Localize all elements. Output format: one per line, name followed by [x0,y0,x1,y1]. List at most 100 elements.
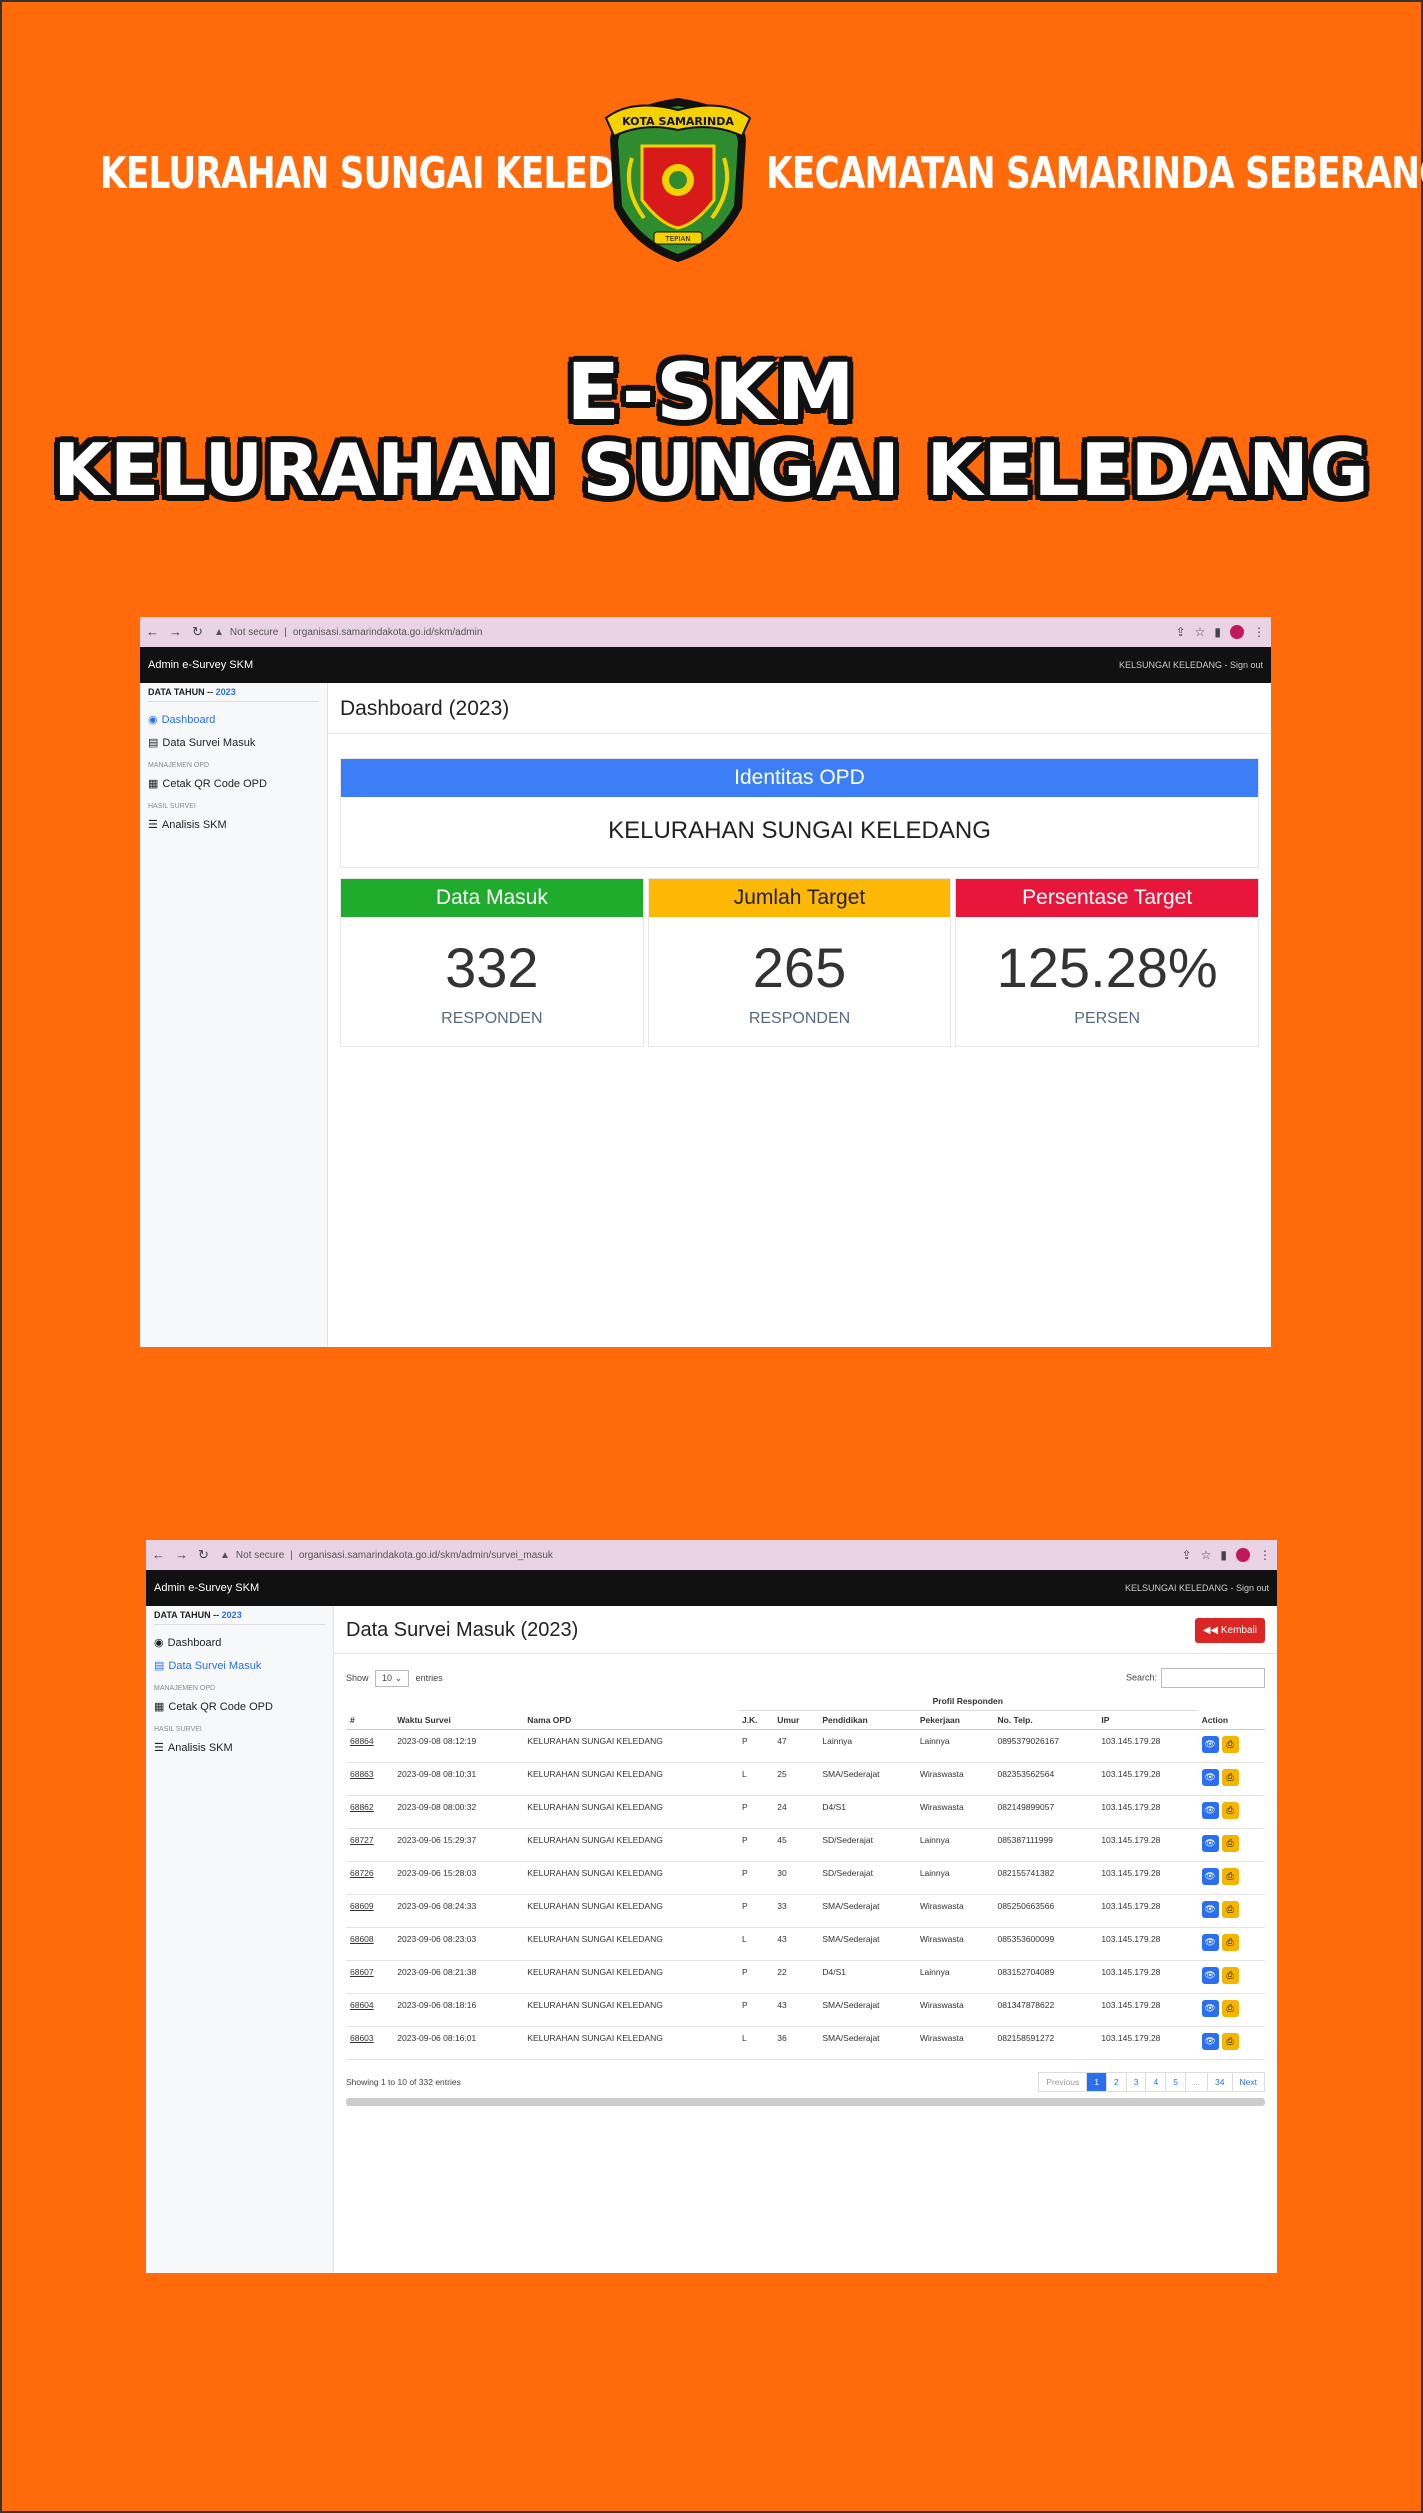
row-id-link[interactable]: 68608 [346,1927,394,1961]
app-name[interactable]: Admin e-Survey SKM [148,659,254,671]
sidebar: DATA TAHUN -- 2023 ◉ Dashboard ▤ Data Surv… [146,1606,334,2273]
table-cell: Wiraswasta [915,1762,994,1796]
profile-avatar[interactable] [1236,1548,1250,1562]
sidepanel-icon[interactable]: ▮ [1214,625,1221,639]
view-icon[interactable]: 👁 [1201,1967,1219,1984]
view-icon[interactable]: 👁 [1201,2033,1219,2050]
row-id-link[interactable]: 68603 [346,2026,394,2060]
sidebar-item-dashboard[interactable]: ◉ Dashboard [148,713,216,727]
view-icon[interactable]: 👁 [1201,1835,1219,1852]
column-header[interactable]: # [346,1710,394,1730]
view-icon[interactable]: 👁 [1201,1736,1219,1753]
print-icon[interactable]: ⎙ [1221,2000,1239,2017]
view-icon[interactable]: 👁 [1201,1934,1219,1951]
action-cell: 👁 ⎙ [1197,2026,1265,2060]
page-link[interactable]: 34 [1207,2073,1231,2091]
row-id-link[interactable]: 68609 [346,1894,394,1928]
address-bar[interactable]: organisasi.samarindakota.go.id/skm/admin… [298,1549,553,1561]
reload-icon[interactable]: ↻ [198,1547,209,1562]
address-bar[interactable]: organisasi.samarindakota.go.id/skm/admin [292,626,483,638]
table-cell: 103.145.179.28 [1097,1828,1198,1862]
sidebar-item-qr[interactable]: ▦ Cetak QR Code OPD [148,777,267,791]
star-icon[interactable]: ☆ [1200,1548,1212,1562]
sidebar-item-data-survei[interactable]: ▤ Data Survei Masuk [154,1659,262,1673]
column-header[interactable]: Umur [773,1710,819,1730]
page-link[interactable]: 3 [1125,2073,1146,2091]
share-icon[interactable]: ⇪ [1181,1548,1192,1562]
user-signout[interactable]: KELSUNGAI KELEDANG - Sign out [1118,660,1263,670]
kembali-button[interactable]: ◀◀ Kembali [1194,1618,1265,1643]
print-icon[interactable]: ⎙ [1221,1736,1239,1753]
row-id-link[interactable]: 68604 [346,1993,394,2027]
search-input[interactable] [1161,1668,1265,1688]
menu-icon[interactable]: ⋮ [1253,625,1265,639]
back-icon[interactable]: ← [152,1547,165,1562]
column-header[interactable]: Action [1197,1710,1265,1730]
year-selector[interactable]: DATA TAHUN -- 2023 [148,687,319,702]
dashboard-window: ← → ↻ ▲ Not secure | organisasi.samarindak… [140,617,1271,1347]
print-icon[interactable]: ⎙ [1221,1868,1239,1885]
print-icon[interactable]: ⎙ [1221,1901,1239,1918]
print-icon[interactable]: ⎙ [1221,1769,1239,1786]
user-signout[interactable]: KELSUNGAI KELEDANG - Sign out [1124,1583,1269,1593]
back-icon[interactable]: ← [146,624,159,639]
profile-avatar[interactable] [1230,625,1244,639]
page-link[interactable]: 5 [1165,2073,1185,2091]
table-row: 68604 2023-09-06 08:18:16 KELURAHAN SUNGAI… [346,1993,1265,2027]
table-cell: 083152704089 [993,1960,1098,1994]
column-header[interactable]: IP [1097,1710,1198,1730]
row-id-link[interactable]: 68607 [346,1960,394,1994]
row-id-link[interactable]: 68864 [346,1729,394,1763]
page-link[interactable]: 1 [1086,2073,1107,2091]
table-cell: KELURAHAN SUNGAI KELEDANG [523,1960,738,1994]
column-header[interactable]: Nama OPD [523,1710,738,1730]
rewind-icon: ◀◀ [1202,1625,1219,1636]
page-link[interactable]: 2 [1106,2073,1126,2091]
view-icon[interactable]: 👁 [1201,1868,1219,1885]
column-header[interactable]: No. Telp. [993,1710,1098,1730]
card-header: Jumlah Target [648,879,951,917]
table-cell: 30 [773,1861,819,1895]
reload-icon[interactable]: ↻ [192,624,203,639]
row-id-link[interactable]: 68727 [346,1828,394,1862]
row-id-link[interactable]: 68863 [346,1762,394,1796]
page-link[interactable]: ... [1184,2073,1207,2091]
print-icon[interactable]: ⎙ [1221,1835,1239,1852]
year-selector[interactable]: DATA TAHUN -- 2023 [154,1610,325,1625]
column-header[interactable]: Waktu Survei [393,1710,524,1730]
sidebar-item-analisis[interactable]: ☰ Analisis SKM [154,1741,233,1755]
row-id-link[interactable]: 68726 [346,1861,394,1895]
star-icon[interactable]: ☆ [1194,625,1206,639]
forward-icon[interactable]: → [175,1547,188,1562]
print-icon[interactable]: ⎙ [1221,1934,1239,1951]
page-link[interactable]: 4 [1145,2073,1165,2091]
row-id-link[interactable]: 68862 [346,1795,394,1829]
page-link[interactable]: Next [1231,2073,1264,2091]
print-icon[interactable]: ⎙ [1221,1802,1239,1819]
sidepanel-icon[interactable]: ▮ [1220,1548,1227,1562]
table-cell: 2023-09-08 08:12:19 [393,1729,524,1763]
column-header[interactable]: Pekerjaan [915,1710,994,1730]
view-icon[interactable]: 👁 [1201,1802,1219,1819]
table-cell: P [737,1894,774,1928]
table-info: Showing 1 to 10 of 332 entries [346,2077,461,2087]
page-link[interactable]: Previous [1046,2077,1080,2087]
forward-icon[interactable]: → [169,624,182,639]
share-icon[interactable]: ⇪ [1175,625,1186,639]
view-icon[interactable]: 👁 [1201,2000,1219,2017]
app-name[interactable]: Admin e-Survey SKM [154,1582,260,1594]
column-header[interactable]: J.K. [737,1710,774,1730]
sidebar-item-dashboard[interactable]: ◉ Dashboard [154,1636,222,1650]
horizontal-scrollbar[interactable] [346,2098,1265,2106]
sidebar-item-qr[interactable]: ▦ Cetak QR Code OPD [154,1700,273,1714]
column-header[interactable]: Pendidikan [818,1710,916,1730]
print-icon[interactable]: ⎙ [1221,2033,1239,2050]
action-cell: 👁 ⎙ [1197,1993,1265,2027]
sidebar-item-analisis[interactable]: ☰ Analisis SKM [148,818,227,832]
sidebar-item-data-survei[interactable]: ▤ Data Survei Masuk [148,736,256,750]
menu-icon[interactable]: ⋮ [1259,1548,1271,1562]
view-icon[interactable]: 👁 [1201,1769,1219,1786]
print-icon[interactable]: ⎙ [1221,1967,1239,1984]
entries-select[interactable]: 10 ⌄ [375,1669,410,1687]
view-icon[interactable]: 👁 [1201,1901,1219,1918]
